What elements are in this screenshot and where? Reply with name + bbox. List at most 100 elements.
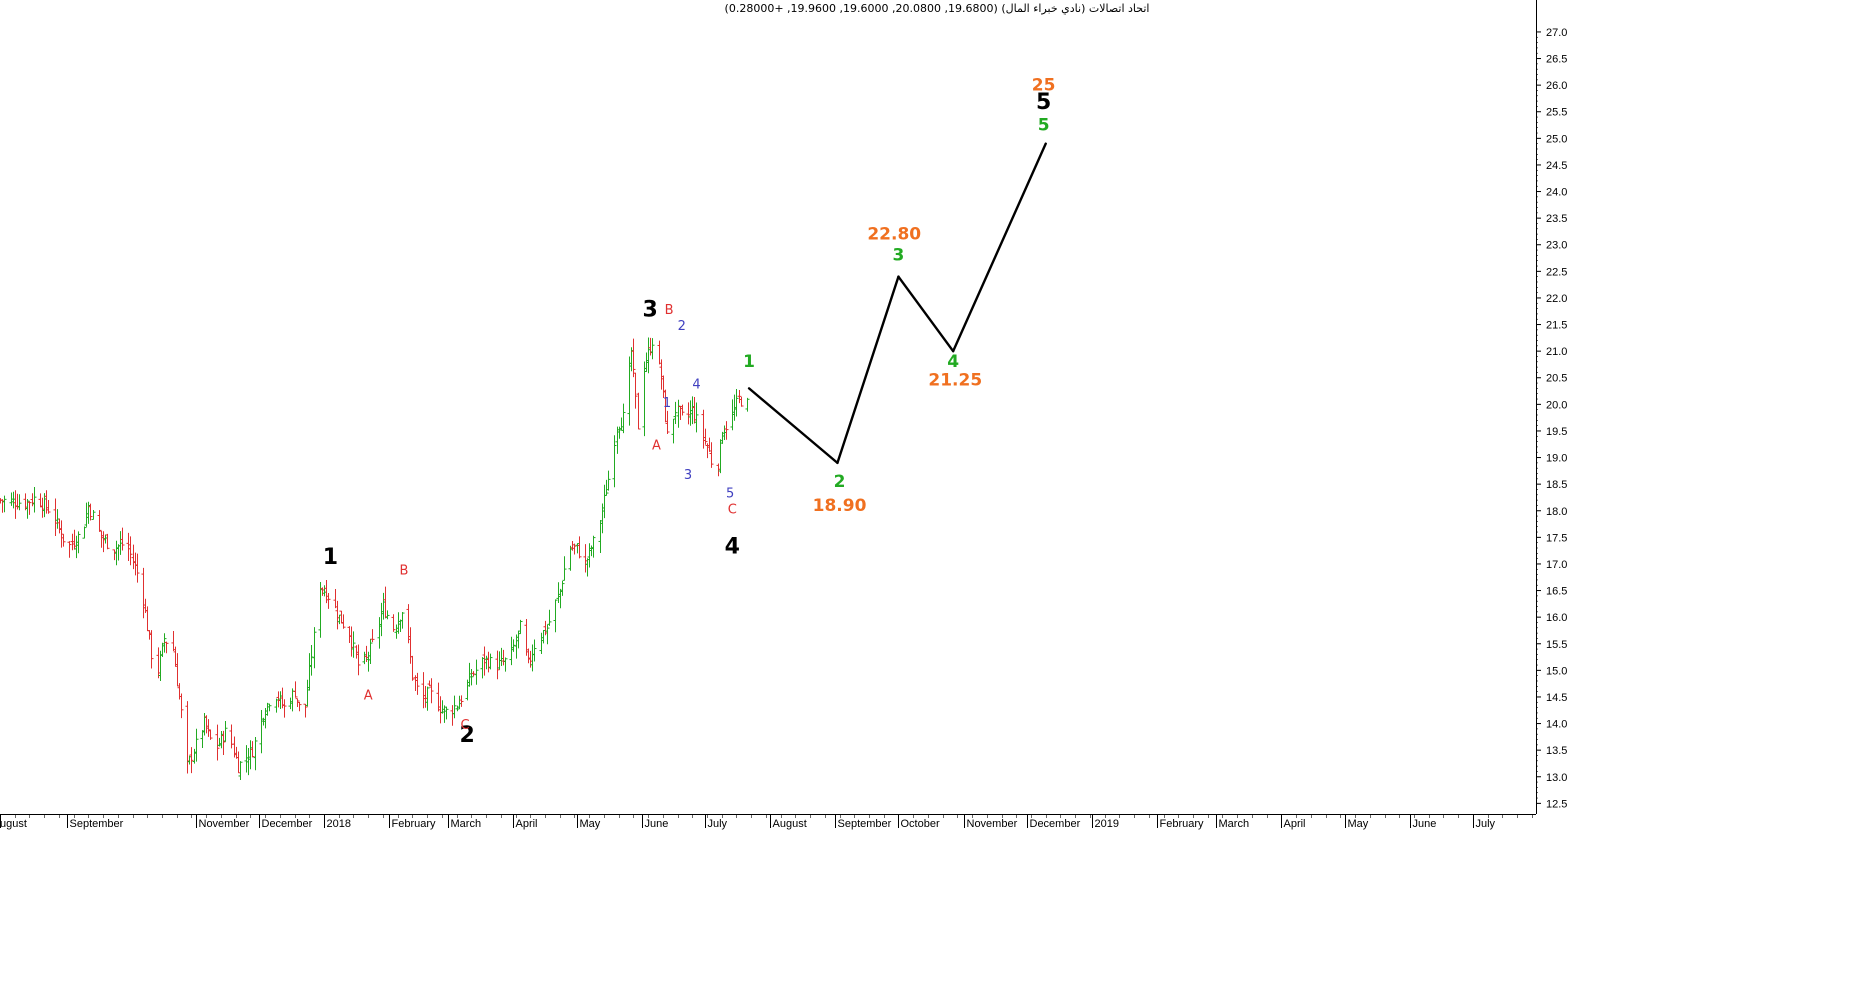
ohlc-bar	[442, 705, 447, 723]
ohlc-bar	[27, 501, 32, 515]
ohlc-bar	[474, 659, 479, 685]
ohlc-bar	[429, 678, 434, 704]
ohlc-bar	[602, 484, 607, 519]
wave-label-target: 18.90	[813, 496, 867, 516]
wave-label-minor: 4	[692, 377, 700, 392]
y-tick-label: 21.5	[1546, 320, 1567, 332]
ohlc-bar	[324, 580, 329, 604]
ohlc-bar	[615, 426, 620, 454]
ohlc-bar	[459, 695, 464, 707]
ohlc-bar	[362, 651, 367, 665]
x-tick-label: July	[1476, 818, 1496, 830]
x-tick-label: August	[773, 818, 807, 830]
ohlc-bar	[305, 679, 310, 707]
ohlc-bar	[244, 745, 249, 773]
x-tick-label: March	[1219, 818, 1250, 830]
y-axis: 12.5 13.0 13.5 14.0 14.5 15.0 15.5 16.0 16.5 17.0…	[1536, 0, 1567, 814]
wave-label-minor: A	[652, 439, 661, 454]
y-tick-label: 24.5	[1546, 160, 1567, 172]
ohlc-bar	[208, 729, 213, 740]
x-tick-label: February	[392, 818, 437, 830]
ohlc-bar	[745, 397, 750, 412]
ohlc-bar	[488, 653, 493, 670]
ohlc-bar	[32, 487, 37, 513]
ohlc-bar	[604, 479, 609, 496]
ohlc-bar	[480, 657, 485, 679]
ohlc-bar	[678, 405, 683, 420]
ohlc-bar	[320, 587, 325, 596]
wave-labels: 1 2 3 4 5 A B C A B C 1 2 3 4 5 1 2 3 4 5 18.90 22.80 21.25 25	[323, 75, 1056, 748]
ohlc-bar	[333, 588, 338, 609]
ohlc-bar	[88, 503, 93, 521]
ohlc-bar	[147, 630, 152, 640]
ohlc-bar	[598, 519, 603, 553]
ohlc-bar	[642, 361, 647, 437]
wave-label-wave: 3	[893, 246, 905, 266]
ohlc-bar	[577, 536, 582, 559]
ohlc-bar	[532, 639, 537, 662]
ohlc-bar	[631, 338, 636, 378]
ohlc-bar	[366, 651, 371, 672]
ohlc-bar	[701, 409, 706, 449]
ohlc-bar	[11, 491, 16, 509]
ohlc-bar	[370, 629, 375, 643]
ohlc-bar	[236, 751, 241, 774]
ohlc-bar	[215, 724, 220, 761]
ohlc-bar	[282, 699, 287, 718]
ohlc-bar	[234, 746, 239, 759]
y-tick-label: 22.0	[1546, 293, 1567, 305]
wave-label-minor: 5	[726, 486, 734, 501]
ohlc-bar	[511, 639, 516, 652]
ohlc-bar	[164, 641, 169, 654]
ohlc-bar	[539, 632, 544, 654]
y-tick-label: 14.5	[1546, 692, 1567, 704]
ohlc-bar	[709, 442, 714, 468]
wave-label-major: 1	[323, 545, 338, 570]
ohlc-bar	[692, 396, 697, 424]
ohlc-bar	[465, 679, 470, 701]
ohlc-bar	[703, 428, 708, 445]
ohlc-bar	[707, 437, 712, 452]
y-tick-label: 19.5	[1546, 426, 1567, 438]
ohlc-bar	[381, 592, 386, 620]
y-tick-label: 20.0	[1546, 399, 1567, 411]
ohlc-bar	[67, 541, 72, 558]
ohlc-bar	[82, 526, 87, 539]
y-tick-label: 18.0	[1546, 506, 1567, 518]
wave-label-wave: 5	[1038, 115, 1050, 135]
y-tick-label: 19.0	[1546, 453, 1567, 465]
y-tick-label: 26.5	[1546, 54, 1567, 66]
x-tick-label: September	[70, 818, 124, 830]
ohlc-bar	[425, 686, 430, 711]
y-tick-label: 16.5	[1546, 586, 1567, 598]
ohlc-bar	[722, 425, 727, 441]
ohlc-bar	[114, 540, 119, 566]
ohlc-bar	[179, 693, 184, 719]
ohlc-bar	[341, 614, 346, 629]
ohlc-bar	[105, 533, 110, 550]
ohlc-bar	[572, 543, 577, 555]
ohlc-bar	[2, 495, 7, 513]
ohlc-bar	[518, 619, 523, 635]
ohlc-bar	[145, 606, 150, 632]
ohlc-bar	[17, 494, 22, 511]
ohlc-bar	[9, 492, 14, 506]
ohlc-bar	[471, 671, 476, 677]
ohlc-bar	[718, 439, 723, 474]
ohlc-bar	[189, 747, 194, 774]
wave-label-minor: B	[665, 303, 674, 318]
ohlc-bar	[633, 372, 638, 409]
ohlc-bar	[91, 510, 96, 520]
ohlc-bar	[547, 609, 552, 626]
ohlc-bar	[335, 600, 340, 630]
wave-label-major: 4	[725, 534, 740, 559]
y-tick-label: 17.5	[1546, 532, 1567, 544]
ohlc-bar	[72, 529, 77, 550]
x-tick-label: ugust	[0, 818, 27, 830]
y-tick-label: 26.0	[1546, 80, 1567, 92]
ohlc-bar	[297, 701, 302, 712]
forecast-segment	[897, 275, 955, 353]
ohlc-bar	[737, 389, 742, 404]
ohlc-bar	[408, 627, 413, 664]
